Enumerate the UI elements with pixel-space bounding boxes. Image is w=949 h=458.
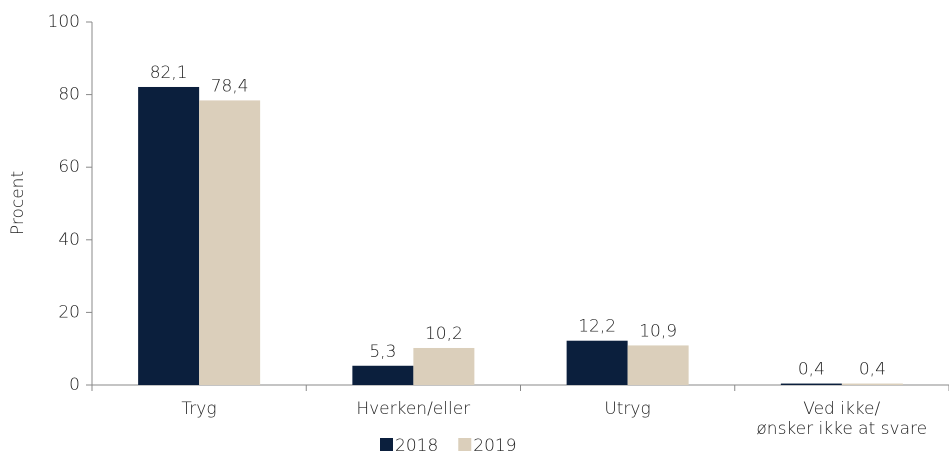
y-tick-label: 0 <box>69 375 80 395</box>
y-tick-label: 80 <box>58 85 80 105</box>
legend-swatch <box>458 438 472 451</box>
bar <box>780 383 842 385</box>
x-tick-label: Hverken/eller <box>356 399 471 419</box>
bar <box>566 340 628 385</box>
x-tick-label: Tryg <box>181 399 217 419</box>
bar <box>199 100 261 386</box>
bar <box>138 86 200 386</box>
y-tick-label: 100 <box>48 12 80 32</box>
value-label: 10,9 <box>639 321 677 341</box>
legend-label: 2019 <box>473 436 516 456</box>
bar <box>352 365 414 385</box>
bar <box>627 345 689 385</box>
bar <box>841 383 903 385</box>
value-label: 0,4 <box>859 360 886 380</box>
value-label: 82,1 <box>150 63 188 83</box>
y-axis-label: Procent <box>8 171 28 235</box>
value-label: 10,2 <box>425 324 463 344</box>
legend-swatch <box>380 438 393 451</box>
x-tick-label: Ved ikke/ ønsker ikke at svare <box>756 399 928 439</box>
value-label: 78,4 <box>211 76 249 96</box>
value-label: 0,4 <box>798 360 825 380</box>
value-label: 5,3 <box>369 342 396 362</box>
y-tick-label: 60 <box>58 157 80 177</box>
legend-label: 2018 <box>395 436 438 456</box>
bar <box>413 347 475 385</box>
y-tick-label: 40 <box>58 230 80 250</box>
y-tick-label: 20 <box>58 302 80 322</box>
value-label: 12,2 <box>578 317 616 337</box>
x-tick-label: Utryg <box>604 399 651 419</box>
